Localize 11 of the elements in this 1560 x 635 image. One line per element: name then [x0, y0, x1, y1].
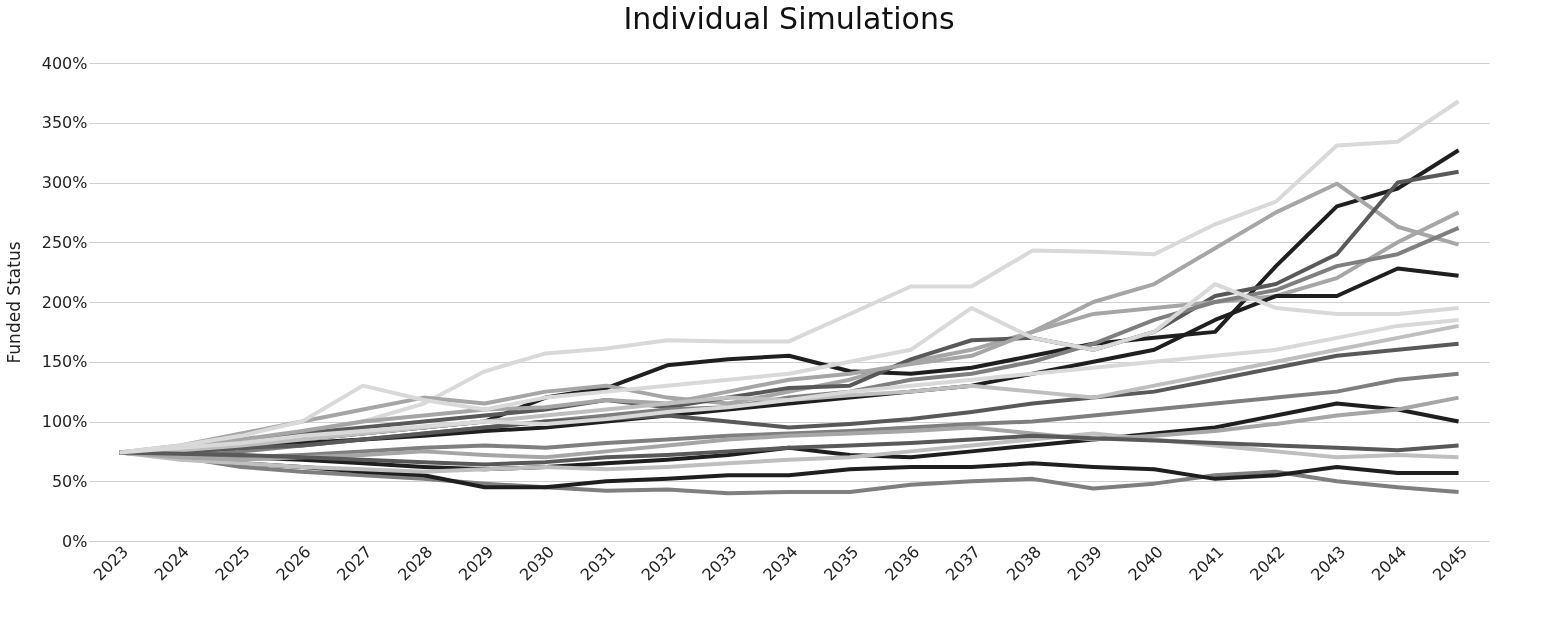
y-tick-label: 400%: [41, 53, 88, 73]
y-tick-label: 50%: [51, 471, 88, 491]
y-tick-label: 150%: [41, 352, 88, 372]
y-tick-label: 250%: [41, 232, 88, 252]
y-tick-label: 100%: [41, 412, 88, 431]
y-tick-label: 300%: [41, 173, 88, 192]
chart-title: Individual Simulations: [623, 1, 955, 36]
y-tick-label: 350%: [41, 113, 88, 133]
y-tick-label: 0%: [62, 531, 88, 551]
y-axis-title: Funded Status: [3, 241, 24, 364]
y-tick-label: 200%: [41, 292, 88, 312]
